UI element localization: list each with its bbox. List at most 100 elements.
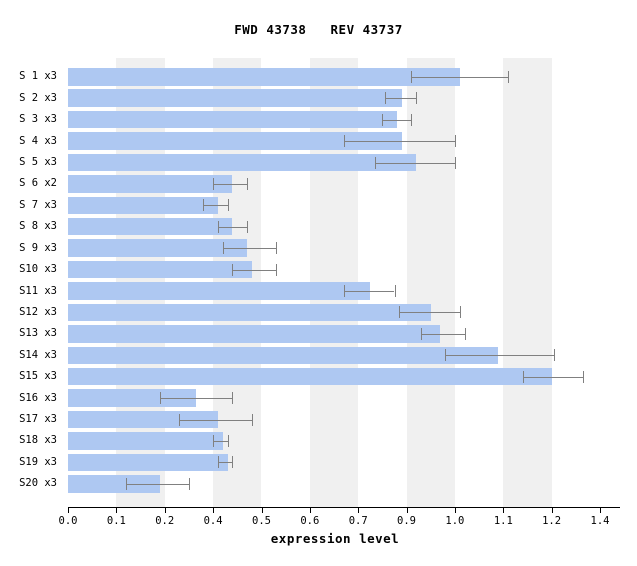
bar xyxy=(68,432,223,450)
axis-tick xyxy=(164,508,166,513)
error-bar-cap xyxy=(454,135,456,148)
bar xyxy=(68,132,402,150)
bar-label: S19 x3 xyxy=(19,455,57,468)
error-bar-cap xyxy=(246,177,248,190)
error-bar-cap xyxy=(343,135,345,148)
error-bar-cap xyxy=(459,306,461,319)
error-bar-cap xyxy=(411,70,413,83)
error-bar-cap xyxy=(213,434,215,447)
error-bar-line xyxy=(232,269,276,271)
axis-tick xyxy=(116,508,118,513)
axis-tick-label: 0.6 xyxy=(300,515,320,527)
bar-label: S20 x3 xyxy=(19,477,57,490)
bar xyxy=(68,217,233,236)
axis-tick xyxy=(309,508,311,513)
error-bar-cap xyxy=(522,370,524,383)
bar-label: S 2 x3 xyxy=(19,91,57,104)
bar-label: S 8 x3 xyxy=(19,220,57,233)
bar xyxy=(68,303,431,322)
bar-label: S17 x3 xyxy=(19,413,57,425)
error-bar-line xyxy=(445,355,554,357)
error-bar-line xyxy=(522,376,584,378)
error-bar-cap xyxy=(454,156,456,169)
axis-tick xyxy=(358,508,360,513)
error-bar-cap xyxy=(232,392,234,405)
background-band xyxy=(406,58,455,507)
axis-tick xyxy=(406,508,408,513)
bar xyxy=(68,389,197,407)
axis-tick xyxy=(600,508,601,513)
bar xyxy=(68,175,233,193)
bar xyxy=(68,410,218,429)
bar-label: S16 x3 xyxy=(19,391,57,404)
x-axis-label: expression level xyxy=(270,531,400,546)
bar-label: S10 x3 xyxy=(19,263,57,276)
axis-tick-label: 0.4 xyxy=(203,515,223,527)
axis-tick-label: 0.1 xyxy=(106,515,126,527)
bar-label: S13 x3 xyxy=(19,327,57,340)
bar-label: S 5 x3 xyxy=(19,156,57,168)
error-bar-cap xyxy=(232,456,234,469)
axis-tick-label: 0.7 xyxy=(348,515,368,527)
error-bar-cap xyxy=(203,199,205,212)
chart-title: FWD 43738 REV 43737 xyxy=(234,22,403,37)
error-bar-cap xyxy=(227,199,229,212)
error-bar-cap xyxy=(126,477,127,490)
bar-label: S 3 x3 xyxy=(19,113,57,126)
error-bar-line xyxy=(179,419,252,421)
axis-tick-label: 0.2 xyxy=(155,515,175,527)
error-bar-cap xyxy=(159,392,161,405)
axis-tick-label: 0.9 xyxy=(397,515,416,527)
x-axis-line xyxy=(68,507,620,508)
bar xyxy=(68,260,252,279)
error-bar-line xyxy=(213,183,247,185)
error-bar-cap xyxy=(508,70,510,83)
error-bar-cap xyxy=(232,263,234,276)
error-bar-cap xyxy=(464,327,466,340)
error-bar-line xyxy=(382,119,412,121)
error-bar-cap xyxy=(188,477,190,490)
error-bar-cap xyxy=(384,92,386,105)
error-bar-cap xyxy=(217,220,219,233)
bar-label: S18 x3 xyxy=(19,434,57,447)
bar-label: S 7 x3 xyxy=(19,198,57,211)
axis-tick-label: 1.2 xyxy=(542,515,562,527)
error-bar-cap xyxy=(179,413,181,426)
error-bar-cap xyxy=(416,92,418,105)
axis-tick-label: 1.0 xyxy=(445,515,465,527)
axis-tick xyxy=(68,508,69,513)
axis-tick xyxy=(503,508,505,513)
bar-label: S 4 x3 xyxy=(19,134,57,147)
error-bar-cap xyxy=(251,413,253,426)
error-bar-line xyxy=(399,312,460,314)
bar xyxy=(68,239,247,257)
error-bar-line xyxy=(411,76,509,78)
error-bar-cap xyxy=(217,456,219,469)
bar xyxy=(68,367,552,386)
bar xyxy=(68,153,417,172)
axis-tick xyxy=(551,508,553,513)
error-bar-line xyxy=(217,226,247,228)
bar-label: S 1 x3 xyxy=(19,70,57,83)
error-bar-cap xyxy=(276,263,277,276)
error-bar-cap xyxy=(583,370,585,383)
bar-label: S14 x3 xyxy=(19,348,57,361)
error-bar-cap xyxy=(382,113,384,126)
error-bar-cap xyxy=(445,349,447,362)
bar xyxy=(68,110,397,129)
bar-label: S11 x3 xyxy=(19,284,57,297)
error-bar-line xyxy=(126,483,189,485)
axis-tick-label: 1.4 xyxy=(590,515,610,527)
error-bar-line xyxy=(343,141,455,143)
bar-label: S 6 x2 xyxy=(19,177,57,190)
bar xyxy=(68,346,499,365)
axis-tick xyxy=(213,508,215,513)
axis-tick-label: 0.5 xyxy=(252,515,271,527)
error-bar-cap xyxy=(227,434,229,447)
axis-tick-label: 0.0 xyxy=(58,515,78,527)
error-bar-line xyxy=(421,333,465,335)
bar-label: S15 x3 xyxy=(19,370,57,383)
bar xyxy=(68,325,441,343)
error-bar-line xyxy=(213,440,228,442)
